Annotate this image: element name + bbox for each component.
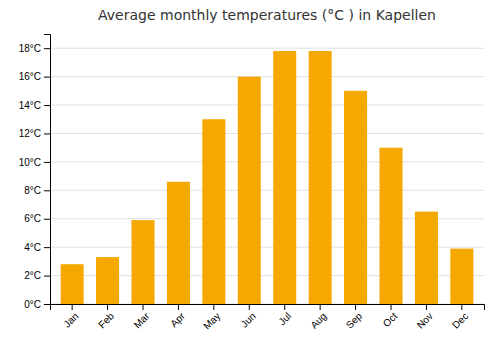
x-tick-label: Dec bbox=[450, 310, 470, 330]
y-tick: 4°C bbox=[24, 242, 50, 253]
x-tick-mark bbox=[213, 304, 214, 310]
y-tick: 10°C bbox=[19, 157, 50, 168]
x-tick: Nov bbox=[415, 304, 435, 331]
x-tick-mark bbox=[178, 304, 179, 310]
grid bbox=[50, 48, 484, 304]
bar bbox=[415, 212, 438, 304]
y-tick-mark bbox=[44, 133, 50, 134]
x-tick-label: Apr bbox=[168, 310, 187, 329]
x-tick-mark bbox=[72, 304, 73, 310]
y-tick: 0°C bbox=[24, 299, 50, 310]
y-tick-label: 8°C bbox=[24, 185, 41, 196]
y-tick-label: 16°C bbox=[19, 71, 41, 82]
x-tick-label: Feb bbox=[96, 310, 116, 330]
x-tick-mark bbox=[426, 304, 427, 310]
x-tick-mark bbox=[249, 304, 250, 310]
y-tick: 2°C bbox=[24, 270, 50, 281]
x-tick-label: Jul bbox=[276, 310, 293, 327]
x-tick-mark bbox=[461, 304, 462, 310]
bar bbox=[202, 119, 225, 304]
y-tick-label: 12°C bbox=[19, 128, 41, 139]
y-tick: 6°C bbox=[24, 213, 50, 224]
bar bbox=[379, 148, 402, 304]
x-tick-label: Oct bbox=[381, 310, 400, 329]
y-tick: 18°C bbox=[19, 43, 50, 54]
grid-line bbox=[50, 105, 484, 106]
y-tick: 14°C bbox=[19, 100, 50, 111]
y-tick-mark bbox=[44, 77, 50, 78]
x-tick-mark bbox=[107, 304, 108, 310]
y-tick-mark bbox=[44, 48, 50, 49]
y-tick-label: 14°C bbox=[19, 100, 41, 111]
x-axis-line bbox=[51, 305, 485, 311]
bar bbox=[131, 220, 154, 304]
x-tick: Aug bbox=[308, 304, 328, 331]
y-tick-mark bbox=[44, 247, 50, 248]
x-tick-mark bbox=[143, 304, 144, 310]
grid-line bbox=[50, 76, 484, 77]
x-tick-label: Aug bbox=[308, 310, 328, 330]
bar bbox=[450, 249, 473, 304]
grid-line bbox=[50, 161, 484, 162]
bar bbox=[238, 77, 261, 304]
bar bbox=[344, 91, 367, 304]
x-tick-mark bbox=[391, 304, 392, 310]
x-tick: May bbox=[201, 304, 222, 332]
x-tick: Jan bbox=[61, 304, 80, 330]
bar bbox=[61, 264, 84, 304]
y-tick-mark bbox=[44, 276, 50, 277]
grid-line bbox=[50, 48, 484, 49]
y-axis: 0°C 2°C 4°C 6°C 8°C 10°C 12°C 14°C 16°C 18°C bbox=[19, 35, 51, 310]
x-tick-mark bbox=[320, 304, 321, 310]
y-tick: 8°C bbox=[24, 185, 50, 196]
y-tick-label: 6°C bbox=[24, 213, 41, 224]
grid-line bbox=[50, 190, 484, 191]
y-tick-mark bbox=[44, 162, 50, 163]
y-tick-label: 0°C bbox=[24, 299, 41, 310]
y-tick: 12°C bbox=[19, 128, 50, 139]
x-tick-label: Jan bbox=[61, 310, 80, 329]
x-tick: Jun bbox=[239, 304, 258, 330]
x-tick: Feb bbox=[96, 304, 116, 330]
y-tick-mark bbox=[44, 304, 50, 305]
x-tick: Oct bbox=[381, 304, 400, 329]
y-axis-line bbox=[44, 35, 51, 305]
title: Average monthly temperatures (°C ) in Ka… bbox=[98, 7, 436, 23]
x-tick-label: Jun bbox=[239, 310, 258, 329]
grid-line bbox=[50, 133, 484, 134]
y-tick-mark bbox=[44, 190, 50, 191]
x-tick-label: Mar bbox=[132, 310, 152, 330]
x-tick: Mar bbox=[132, 304, 152, 330]
y-tick-label: 10°C bbox=[19, 157, 41, 168]
y-tick-label: 2°C bbox=[24, 270, 41, 281]
plot: Jan Feb Mar Apr May Jun Jul Aug Sep Oct Nov Dec 0°C 2… bbox=[19, 35, 485, 332]
x-tick: Dec bbox=[450, 304, 470, 331]
y-tick-mark bbox=[44, 105, 50, 106]
x-tick-label: May bbox=[201, 310, 222, 331]
y-tick: 16°C bbox=[19, 71, 50, 82]
x-tick-label: Sep bbox=[344, 310, 365, 331]
bar bbox=[273, 51, 296, 304]
y-tick-label: 4°C bbox=[24, 242, 41, 253]
x-axis: Jan Feb Mar Apr May Jun Jul Aug Sep Oct Nov Dec bbox=[51, 304, 485, 332]
bar bbox=[167, 182, 190, 304]
bar bbox=[96, 257, 119, 304]
y-tick-mark bbox=[44, 219, 50, 220]
bar bbox=[309, 51, 332, 304]
chart: Jan Feb Mar Apr May Jun Jul Aug Sep Oct Nov Dec 0°C 2… bbox=[0, 0, 500, 350]
x-tick-mark bbox=[355, 304, 356, 310]
bars bbox=[61, 51, 474, 304]
y-tick-label: 18°C bbox=[19, 43, 41, 54]
x-tick: Sep bbox=[344, 304, 365, 331]
x-tick-label: Nov bbox=[415, 310, 435, 330]
x-tick: Jul bbox=[276, 304, 293, 327]
x-tick-mark bbox=[284, 304, 285, 310]
x-tick: Apr bbox=[168, 304, 187, 329]
